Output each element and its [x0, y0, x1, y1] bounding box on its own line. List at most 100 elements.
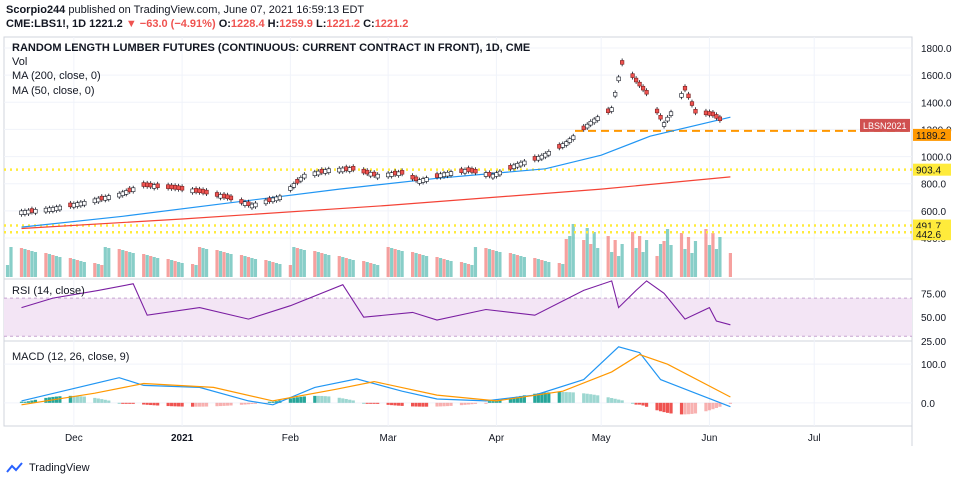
candle-body — [145, 182, 150, 188]
volume-bar — [190, 264, 195, 277]
candle-body — [448, 171, 454, 176]
candle-body — [693, 109, 698, 114]
volume-bar — [466, 264, 471, 277]
candle-body — [396, 171, 401, 176]
chart-svg[interactable]: 1800.01600.01400.01200.01000.0800.0600.0… — [0, 0, 960, 458]
macd-histogram-bar — [344, 398, 348, 403]
candle-body — [592, 118, 597, 124]
volume-bar — [421, 255, 425, 277]
volume-bar — [278, 264, 282, 277]
candle-body — [665, 116, 670, 122]
volume-bar — [131, 253, 135, 277]
volume-bar — [582, 240, 586, 277]
macd-histogram-bar — [397, 402, 401, 406]
candle-body — [180, 186, 185, 191]
candle-body — [190, 188, 195, 194]
price-tick-label: 1000.0 — [921, 153, 952, 164]
candle-body — [225, 194, 230, 199]
candle-body — [155, 183, 160, 188]
macd-title: MACD (12, 26, close, 9) — [12, 351, 129, 363]
volume-bar — [292, 247, 296, 277]
open-value: 1228.4 — [230, 18, 265, 30]
candle-body — [567, 138, 572, 143]
candle-body — [490, 173, 496, 179]
candle-body — [707, 111, 712, 116]
volume-bar — [26, 250, 31, 277]
volume-bar — [459, 262, 464, 277]
macd-signal-line — [21, 353, 731, 406]
volume-bar — [19, 248, 24, 277]
price-tick-label: 1400.0 — [921, 98, 952, 109]
candle-body — [316, 170, 321, 176]
macd-histogram-bar — [417, 402, 422, 407]
macd-histogram-bar — [665, 402, 670, 413]
macd-histogram-bar — [638, 402, 642, 405]
macd-histogram-bar — [145, 402, 149, 405]
volume-bar — [117, 249, 121, 277]
volume-bar — [620, 244, 624, 277]
volume-bar — [543, 261, 547, 277]
candle-body — [497, 170, 503, 176]
volume-bar — [267, 261, 272, 277]
macd-histogram-bar — [585, 393, 589, 403]
volume-bar — [142, 254, 146, 277]
candle-body — [82, 201, 87, 206]
macd-histogram-bar — [582, 393, 586, 403]
macd-histogram-bar — [592, 394, 596, 403]
candle-body — [141, 182, 146, 187]
volume-bar — [152, 257, 156, 277]
volume-bar — [644, 240, 649, 277]
macd-histogram-bar — [351, 400, 355, 403]
high-value: 1259.9 — [279, 18, 313, 30]
volume-bar — [68, 258, 72, 277]
candle-body — [33, 209, 38, 214]
volume-bar — [438, 258, 443, 277]
close-value: 1221.2 — [374, 18, 409, 30]
candle-body — [494, 172, 499, 177]
macd-histogram-bar — [250, 402, 254, 404]
macd-histogram-bar — [103, 399, 107, 403]
volume-bar — [561, 264, 565, 277]
candle-body — [466, 167, 471, 172]
volume-bar — [498, 252, 502, 277]
macd-histogram-bar — [512, 397, 516, 403]
volume-bar — [571, 224, 575, 277]
candle-body — [193, 188, 199, 193]
volume-bar — [201, 248, 205, 277]
macd-histogram-bar — [564, 392, 568, 403]
volume-bar — [610, 252, 614, 277]
volume-bar — [634, 248, 638, 277]
volume-bar — [295, 248, 299, 277]
volume-bar — [411, 252, 415, 277]
candle-body — [249, 203, 255, 209]
candle-body — [152, 184, 157, 189]
candle-body — [581, 125, 586, 131]
macd-histogram-bar — [166, 402, 170, 407]
lbsn2021-tag: LBSN2021 — [860, 118, 910, 132]
macd-histogram-bar — [519, 395, 523, 403]
volume-bar — [533, 258, 537, 277]
volume-bar — [522, 257, 526, 277]
macd-histogram-bar — [693, 402, 698, 414]
macd-histogram-bar — [718, 402, 722, 407]
macd-histogram-bar — [376, 402, 380, 404]
volume-bar — [473, 247, 478, 277]
macd-histogram-bar — [274, 401, 278, 403]
footer-brand[interactable]: TradingView — [6, 460, 90, 476]
macd-histogram-bar — [533, 393, 537, 403]
volume-bar — [197, 247, 202, 277]
volume-bar — [665, 229, 670, 277]
macd-histogram-bar — [655, 402, 659, 411]
candle-body — [654, 108, 660, 114]
volume-bar — [372, 264, 376, 277]
macd-histogram-bar — [271, 401, 275, 403]
volume-bar — [714, 249, 719, 277]
price-tag-text: 1189.2 — [916, 131, 946, 142]
macd-histogram-bar — [390, 402, 394, 406]
macd-histogram-bar — [711, 402, 715, 410]
candle-body — [19, 210, 24, 215]
candle-body — [351, 166, 356, 171]
macd-histogram-bar — [142, 402, 146, 405]
candle-body — [99, 195, 104, 201]
symbol-label: CME:LBS1!, 1D — [6, 18, 87, 30]
